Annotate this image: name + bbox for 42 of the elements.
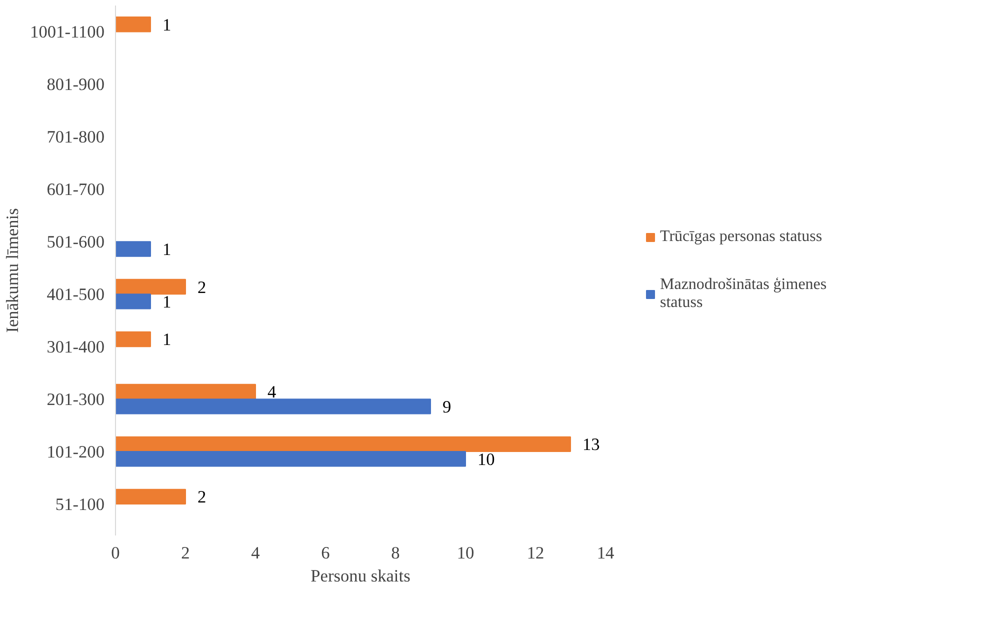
bar	[116, 398, 431, 414]
y-tick-label: 1001-1100	[30, 22, 105, 42]
data-label: 2	[198, 488, 206, 507]
data-label: 1	[162, 240, 172, 259]
x-axis-title: Personu skaits	[310, 566, 411, 586]
bar	[116, 436, 571, 452]
bar	[116, 488, 186, 505]
data-label: 4	[268, 382, 276, 402]
x-tick-label: 4	[251, 544, 260, 562]
x-tick-label: 12	[526, 544, 544, 562]
y-tick-label: 51-100	[55, 495, 105, 514]
y-tick-label: 601-700	[46, 180, 105, 200]
y-tick-label: 101-200	[46, 442, 105, 462]
x-tick-label: 10	[456, 544, 474, 562]
x-tick-label: 2	[181, 544, 190, 562]
data-label: 1	[162, 15, 172, 34]
bar	[116, 294, 151, 310]
bar	[116, 384, 256, 400]
bar	[116, 16, 151, 32]
data-label: 9	[442, 397, 452, 416]
legend-label: Trūcīgas personas statuss	[660, 228, 822, 246]
y-tick-label: 501-600	[46, 232, 105, 252]
data-label: 2	[198, 278, 206, 297]
y-axis-title: Ienākumu līmenis	[3, 208, 22, 333]
bar	[116, 331, 151, 348]
x-tick-label: 0	[111, 544, 120, 562]
x-tick-label: 14	[596, 544, 614, 562]
data-label: 1	[162, 330, 172, 350]
y-tick-label: 401-500	[46, 285, 105, 304]
y-tick-label: 301-400	[46, 338, 105, 357]
bar	[116, 241, 151, 257]
data-label: 10	[478, 450, 495, 469]
y-tick-label: 201-300	[46, 390, 105, 410]
bar	[116, 451, 466, 467]
legend-label: Maznodrošinātas ģimenes statuss	[660, 276, 827, 312]
x-tick-label: 8	[391, 544, 400, 562]
y-tick-label: 701-800	[46, 128, 105, 147]
y-tick-label: 801-900	[46, 75, 105, 94]
data-label: 1	[162, 292, 172, 312]
x-tick-label: 6	[321, 544, 330, 562]
data-label: 13	[582, 435, 600, 454]
bar	[116, 278, 186, 295]
